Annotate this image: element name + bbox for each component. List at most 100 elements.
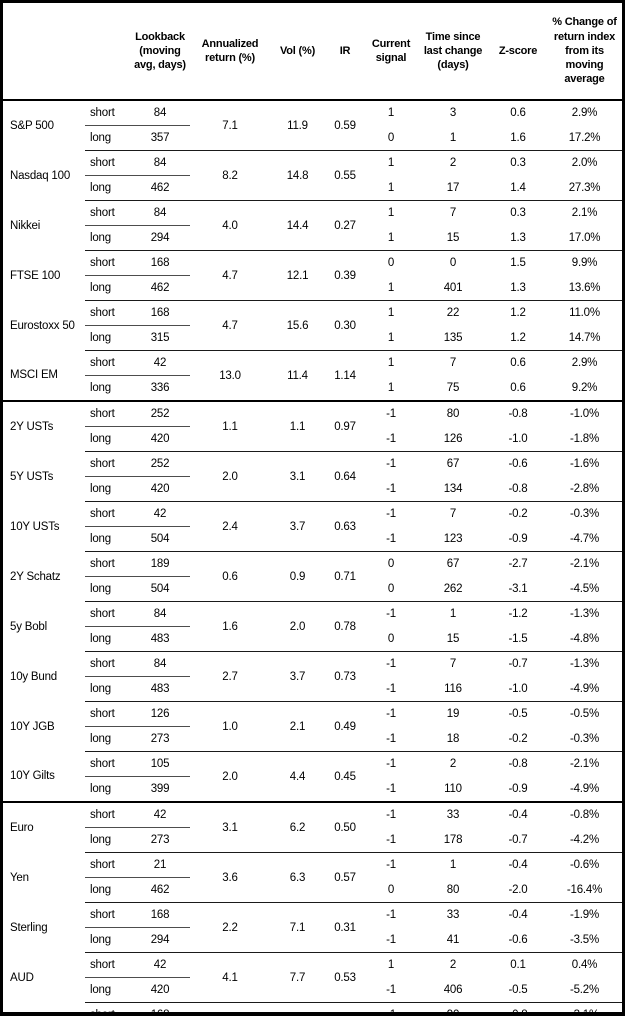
horizon-long-label: long <box>90 182 111 194</box>
vol-value: 3.7 <box>270 651 325 702</box>
time-since-long-value: 406 <box>443 983 463 996</box>
table-row-long: long 420 -1 406 -0.5 -5.2% <box>3 978 622 1003</box>
horizon-short-label: short <box>85 350 130 376</box>
zscore-long-value: 1.6 <box>510 131 526 144</box>
lookback-long-value: 483 <box>150 683 170 695</box>
asset-name: CAD <box>3 1003 85 1013</box>
pct-change-short-value: 2.9% <box>547 350 622 376</box>
zscore-long-value: -1.0 <box>508 432 528 445</box>
zscore-long-value: -0.6 <box>508 933 528 946</box>
table-row-long: long 273 -1 178 -0.7 -4.2% <box>3 828 622 853</box>
column-header-current-signal: Current signal <box>365 3 417 101</box>
table-row-short: S&P 500 short 84 7.1 11.9 0.59 1 3 0.6 2… <box>3 100 622 132</box>
pct-change-long-value: -4.8% <box>569 632 600 645</box>
time-since-long-value: 135 <box>443 331 463 344</box>
zscore-short-value: -0.8 <box>489 400 547 427</box>
ir-value: 0.15 <box>325 1002 365 1012</box>
ir-value: 0.57 <box>325 852 365 903</box>
annualized-return-value: 4.7 <box>190 300 270 351</box>
time-since-short-value: 67 <box>417 551 489 577</box>
current-signal-short-value: -1 <box>365 501 417 527</box>
horizon-long-label: long <box>90 884 111 896</box>
current-signal-long-value: -1 <box>386 682 396 695</box>
horizon-short-label: short <box>85 501 130 527</box>
annualized-return-value: 2.2 <box>190 902 270 953</box>
horizon-short-label: short <box>85 200 130 226</box>
vol-value: 0.9 <box>270 551 325 602</box>
current-signal-short-value: -1 <box>365 701 417 727</box>
vol-value: 12.1 <box>270 250 325 301</box>
zscore-long-value: -2.0 <box>508 883 528 896</box>
current-signal-long-value: -1 <box>386 732 396 745</box>
table-row-short: AUD short 42 4.1 7.7 0.53 1 2 0.1 0.4% <box>3 952 622 1003</box>
lookback-short-value: 84 <box>130 150 190 176</box>
zscore-short-value: -0.6 <box>489 451 547 477</box>
zscore-short-value: -0.5 <box>489 701 547 727</box>
annualized-return-value: 4.1 <box>190 952 270 1003</box>
time-since-long-value: 18 <box>446 732 460 745</box>
zscore-long-value: -0.9 <box>508 782 528 795</box>
time-since-short-value: 33 <box>417 902 489 928</box>
current-signal-long-value: -1 <box>386 983 396 996</box>
zscore-long-value: 1.4 <box>510 181 526 194</box>
table-row-long: long 462 0 80 -2.0 -16.4% <box>3 878 622 903</box>
pct-change-long-value: -16.4% <box>566 883 603 896</box>
current-signal-long-value: 1 <box>387 381 395 394</box>
pct-change-short-value: 2.9% <box>571 107 598 120</box>
table-row-long: long 273 -1 18 -0.2 -0.3% <box>3 727 622 752</box>
lookback-short-value: 168 <box>130 1002 190 1012</box>
annualized-return-value: 0.6 <box>190 551 270 602</box>
horizon-short-label: short <box>85 651 130 677</box>
table-row-long: long 504 0 262 -3.1 -4.5% <box>3 577 622 602</box>
ir-value: 0.50 <box>325 801 365 853</box>
column-header-ir: IR <box>325 3 365 101</box>
lookback-short-value: 84 <box>130 100 190 126</box>
vol-value: 6.3 <box>270 852 325 903</box>
current-signal-long-value: 1 <box>387 181 395 194</box>
pct-change-long-value: -4.5% <box>569 582 600 595</box>
ir-value: 0.45 <box>325 751 365 802</box>
horizon-long-label: long <box>90 733 111 745</box>
horizon-short-label: short <box>85 100 130 126</box>
horizon-short-label: short <box>85 250 130 276</box>
column-header-time-since-last-change: Time since last change (days) <box>417 3 489 101</box>
annualized-return-value: 4.7 <box>190 250 270 301</box>
current-signal-short-value: -1 <box>365 400 417 427</box>
vol-value: 14.8 <box>270 150 325 201</box>
zscore-short-value: -0.2 <box>489 501 547 527</box>
vol-value: 3.7 <box>270 501 325 552</box>
momentum-signals-table: Lookback (moving avg, days) Annualized r… <box>3 3 622 1013</box>
pct-change-short-value: -0.6% <box>547 852 622 878</box>
pct-change-short-value: -0.3% <box>547 501 622 527</box>
horizon-short-label: short <box>85 801 130 828</box>
horizon-short-label: short <box>85 1002 130 1012</box>
current-signal-long-value: 0 <box>387 131 395 144</box>
zscore-short-value: 1.5 <box>489 250 547 276</box>
current-signal-long-value: -1 <box>386 482 396 495</box>
column-header-pct-change: % Change of return index from its moving… <box>547 3 622 101</box>
ir-value: 0.53 <box>325 952 365 1003</box>
table-row-short: 10y Bund short 84 2.7 3.7 0.73 -1 7 -0.7… <box>3 651 622 702</box>
time-since-short-value: 7 <box>417 350 489 376</box>
lookback-long-value: 504 <box>150 533 170 545</box>
asset-name: 10y Bund <box>10 670 57 683</box>
pct-change-short-value: -1.9% <box>547 902 622 928</box>
current-signal-short-value: 1 <box>365 300 417 326</box>
zscore-short-value: -0.8 <box>489 1002 547 1012</box>
current-signal-short-value: 0 <box>365 551 417 577</box>
time-since-short-value: 80 <box>417 400 489 427</box>
zscore-long-value: 1.2 <box>510 331 526 344</box>
table-row-short: Nikkei short 84 4.0 14.4 0.27 1 7 0.3 2.… <box>3 200 622 251</box>
zscore-short-value: -0.4 <box>489 801 547 828</box>
annualized-return-value: 2.0 <box>190 451 270 502</box>
asset-name: MSCI EM <box>10 369 58 382</box>
time-since-short-value: 2 <box>417 751 489 777</box>
ir-value: 0.30 <box>325 300 365 351</box>
vol-value: 7.1 <box>270 902 325 953</box>
pct-change-short-value: -1.0% <box>547 400 622 427</box>
current-signal-long-value: -1 <box>386 532 396 545</box>
current-signal-short-value: -1 <box>365 1002 417 1012</box>
ir-value: 1.14 <box>325 350 365 401</box>
annualized-return-value: 1.0 <box>190 701 270 752</box>
time-since-long-value: 15 <box>446 231 460 244</box>
